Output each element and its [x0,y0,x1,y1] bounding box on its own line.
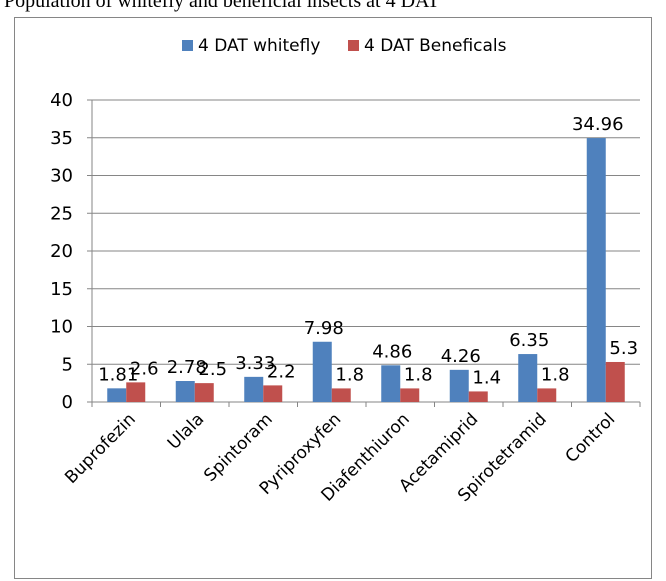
bar-beneficals [605,361,625,402]
legend: 4 DAT whitefly 4 DAT Beneficals [182,36,507,56]
category-label: Control [562,409,620,467]
bar-whitefly [586,138,606,402]
bar-whitefly [107,388,127,402]
bar-beneficals [331,388,351,402]
y-tick-label: 15 [50,279,73,300]
data-label: 7.98 [304,318,344,339]
bar-whitefly [381,365,401,402]
bar-whitefly [175,381,195,402]
bar-whitefly [518,354,538,402]
bar-beneficals [263,385,283,402]
data-label: 4.86 [372,341,412,362]
y-tick-label: 35 [50,128,73,149]
y-tick-label: 10 [50,317,73,338]
bar-beneficals [194,383,214,402]
legend-label: 4 DAT whitefly [198,36,320,56]
data-label: 2.5 [198,359,227,380]
data-label: 2.2 [267,361,296,382]
y-tick-label: 5 [62,354,73,375]
legend-label: 4 DAT Beneficals [364,36,507,56]
y-tick-label: 0 [62,392,73,413]
data-label: 2.78 [167,357,207,378]
top-caption: Population of whitefly and beneficial in… [0,0,666,20]
data-label: 2.6 [130,358,159,379]
data-label: 34.96 [572,114,624,135]
data-label: 6.35 [509,330,549,351]
legend-swatch [182,40,193,51]
category-label: Buprofezin [61,409,140,488]
category-label: Ulala [164,409,208,453]
y-tick-label: 30 [50,166,73,187]
data-labels: 1.81 2.78 3.33 7.98 4.86 4.26 6.35 34.96 2.6 2.5 2… [98,114,638,388]
data-label: 1.8 [541,364,570,385]
bar-whitefly [244,376,264,402]
caption-text: Population of whitefly and beneficial in… [4,0,440,12]
bar-beneficals [126,382,146,402]
bar-whitefly [449,369,469,402]
data-label: 1.81 [98,364,138,385]
data-label: 1.4 [472,367,501,388]
data-label: 5.3 [609,338,638,359]
bar-beneficals [400,388,420,402]
chart-frame [14,17,652,579]
gridlines [92,99,640,365]
bar-beneficals [468,391,488,402]
data-label: 4.26 [441,346,481,367]
data-label: 3.33 [235,353,275,374]
data-label: 1.8 [335,364,364,385]
y-tick-label: 20 [50,241,73,262]
bar-beneficals [537,388,557,402]
y-tick-label: 25 [50,203,73,224]
bar-whitefly [312,341,332,402]
data-label: 1.8 [404,364,433,385]
legend-swatch [348,40,359,51]
bars [107,138,625,402]
y-tick-label: 40 [50,90,73,111]
